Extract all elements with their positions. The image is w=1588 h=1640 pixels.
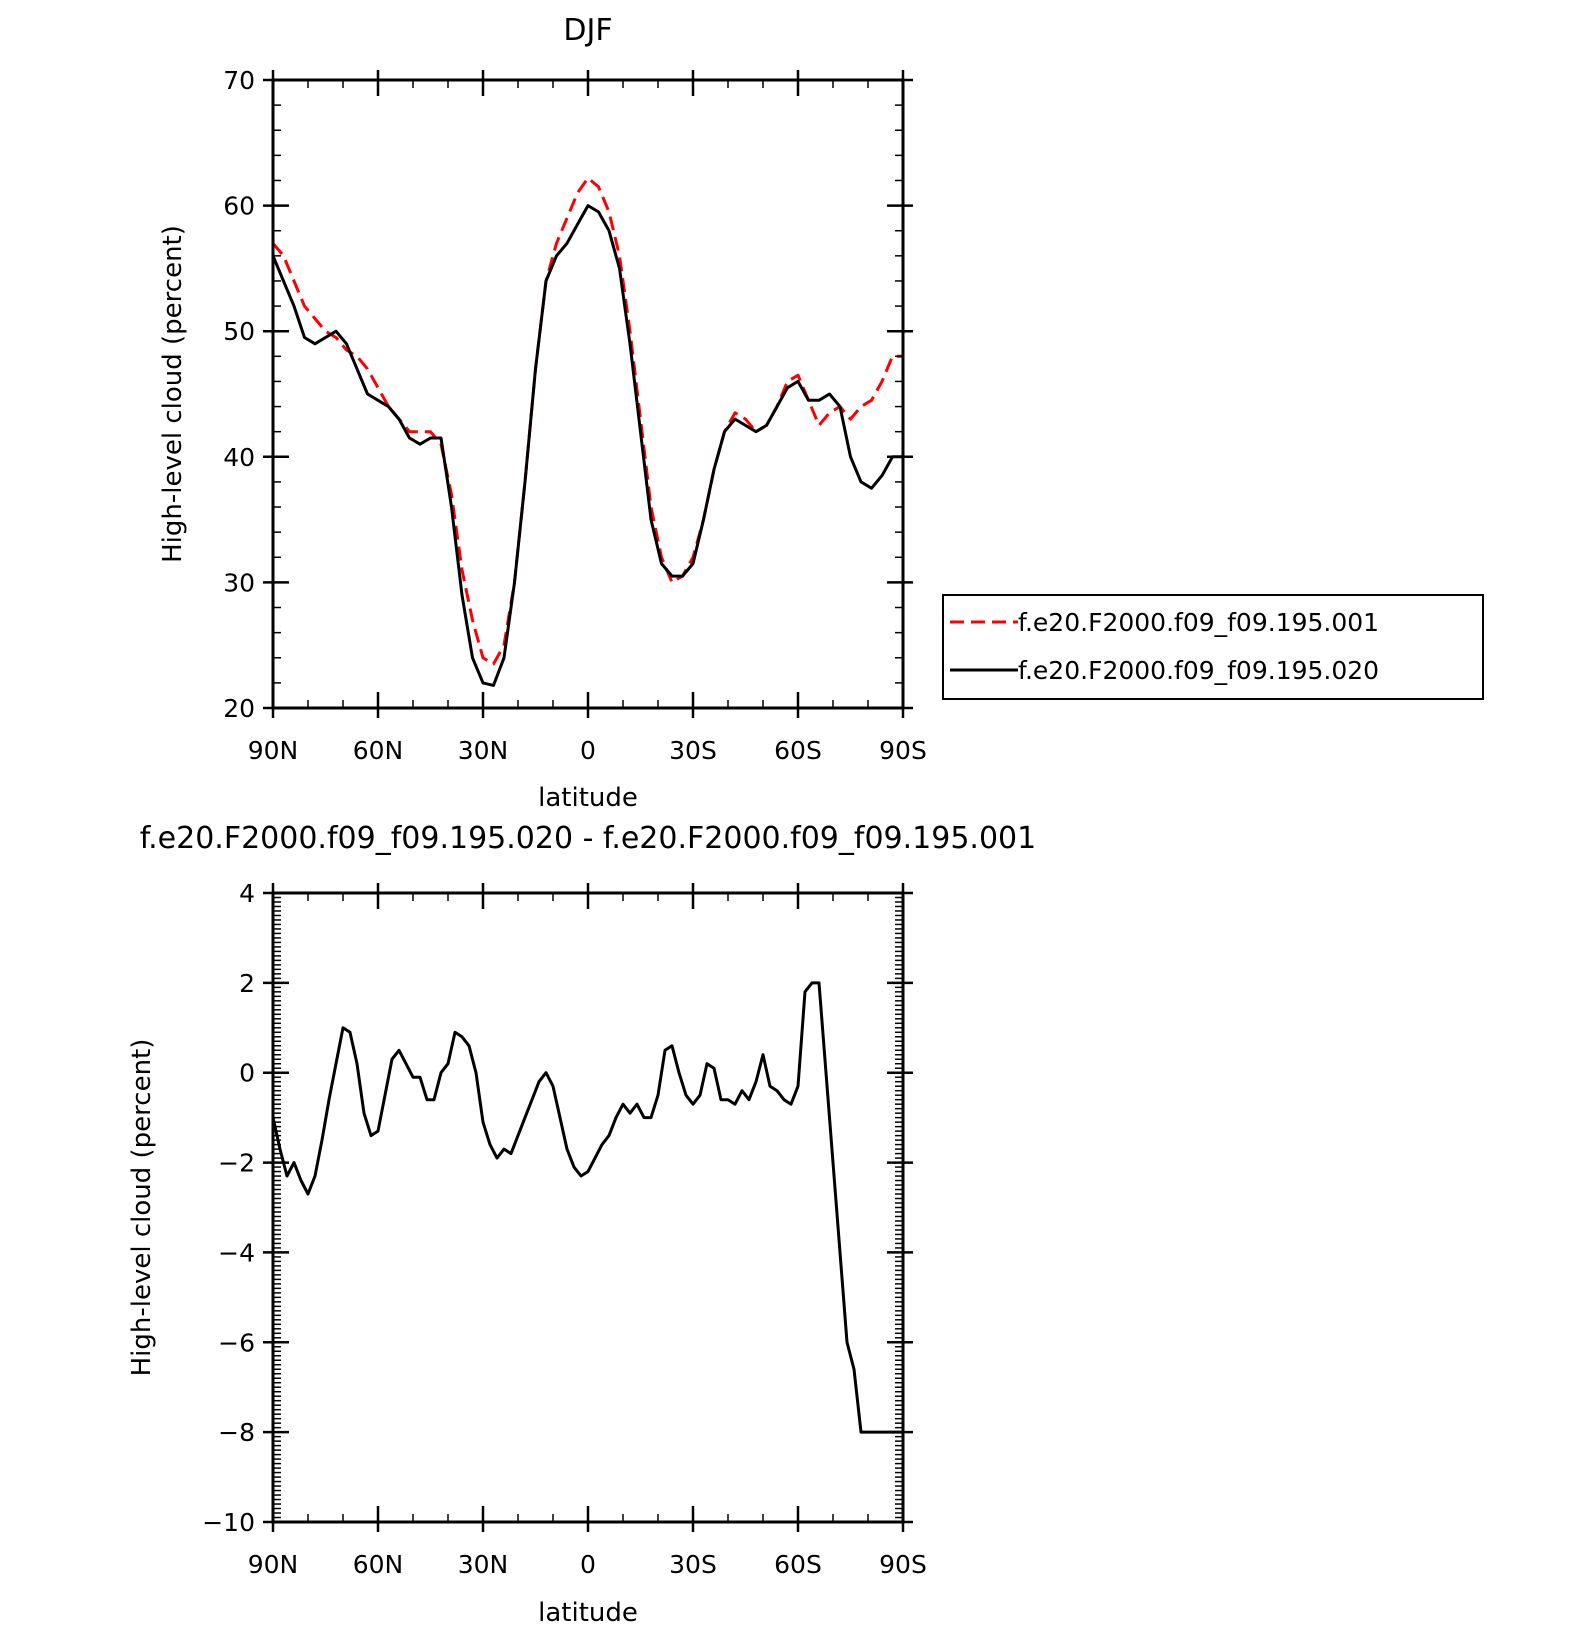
y-axis-label: High-level cloud (percent) bbox=[127, 1039, 157, 1377]
y-tick-label: 2 bbox=[239, 969, 255, 998]
legend-box bbox=[942, 594, 1484, 700]
y-tick-label: 20 bbox=[223, 694, 255, 723]
y-tick-label: 40 bbox=[223, 443, 255, 472]
x-tick-label: 60S bbox=[774, 736, 822, 765]
series-line-0 bbox=[273, 981, 903, 1434]
x-tick-label: 90S bbox=[879, 736, 927, 765]
x-tick-label: 30N bbox=[458, 736, 509, 765]
y-tick-label: −8 bbox=[218, 1418, 255, 1447]
bottom-panel: f.e20.F2000.f09_f09.195.020 - f.e20.F200… bbox=[127, 821, 1036, 1628]
top-panel: DJF 20 30 40 50 60 70 90N 60N 30N 0 30S 60S 90S latitu… bbox=[158, 13, 1484, 813]
y-tick-label: −2 bbox=[218, 1149, 255, 1178]
y-axis-label: High-level cloud (percent) bbox=[158, 225, 188, 563]
x-tick-label: 30S bbox=[669, 1550, 717, 1579]
x-tick-label: 60S bbox=[774, 1550, 822, 1579]
y-tick-label: 30 bbox=[223, 568, 255, 597]
x-axis-label: latitude bbox=[538, 783, 638, 813]
x-axis-label: latitude bbox=[538, 1598, 638, 1628]
plot-frame bbox=[271, 891, 905, 1524]
legend-label-1: f.e20.F2000.f09_f09.195.020 bbox=[1018, 656, 1379, 685]
x-tick-label: 0 bbox=[580, 1550, 596, 1579]
legend: f.e20.F2000.f09_f09.195.001 f.e20.F2000.f… bbox=[942, 594, 1484, 700]
x-tick-label: 90N bbox=[248, 736, 299, 765]
y-tick-label: −10 bbox=[202, 1508, 255, 1537]
y-tick-label: 4 bbox=[239, 879, 255, 908]
series-line-1 bbox=[273, 204, 903, 687]
y-tick-label: 0 bbox=[239, 1059, 255, 1088]
chart-title: f.e20.F2000.f09_f09.195.020 - f.e20.F200… bbox=[140, 821, 1036, 856]
x-tick-label: 30N bbox=[458, 1550, 509, 1579]
legend-label-0: f.e20.F2000.f09_f09.195.001 bbox=[1018, 608, 1379, 637]
y-tick-label: 70 bbox=[223, 66, 255, 95]
x-tick-label: 60N bbox=[353, 1550, 404, 1579]
y-tick-label: −6 bbox=[218, 1328, 255, 1357]
y-tick-label: −4 bbox=[218, 1238, 255, 1267]
plot-frame bbox=[271, 78, 905, 710]
series-line-0 bbox=[273, 176, 903, 666]
x-tick-label: 90S bbox=[879, 1550, 927, 1579]
y-tick-label: 50 bbox=[223, 317, 255, 346]
chart-title: DJF bbox=[563, 13, 612, 48]
x-tick-label: 30S bbox=[669, 736, 717, 765]
y-tick-label: 60 bbox=[223, 192, 255, 221]
x-tick-label: 90N bbox=[248, 1550, 299, 1579]
x-tick-label: 60N bbox=[353, 736, 404, 765]
x-tick-label: 0 bbox=[580, 736, 596, 765]
